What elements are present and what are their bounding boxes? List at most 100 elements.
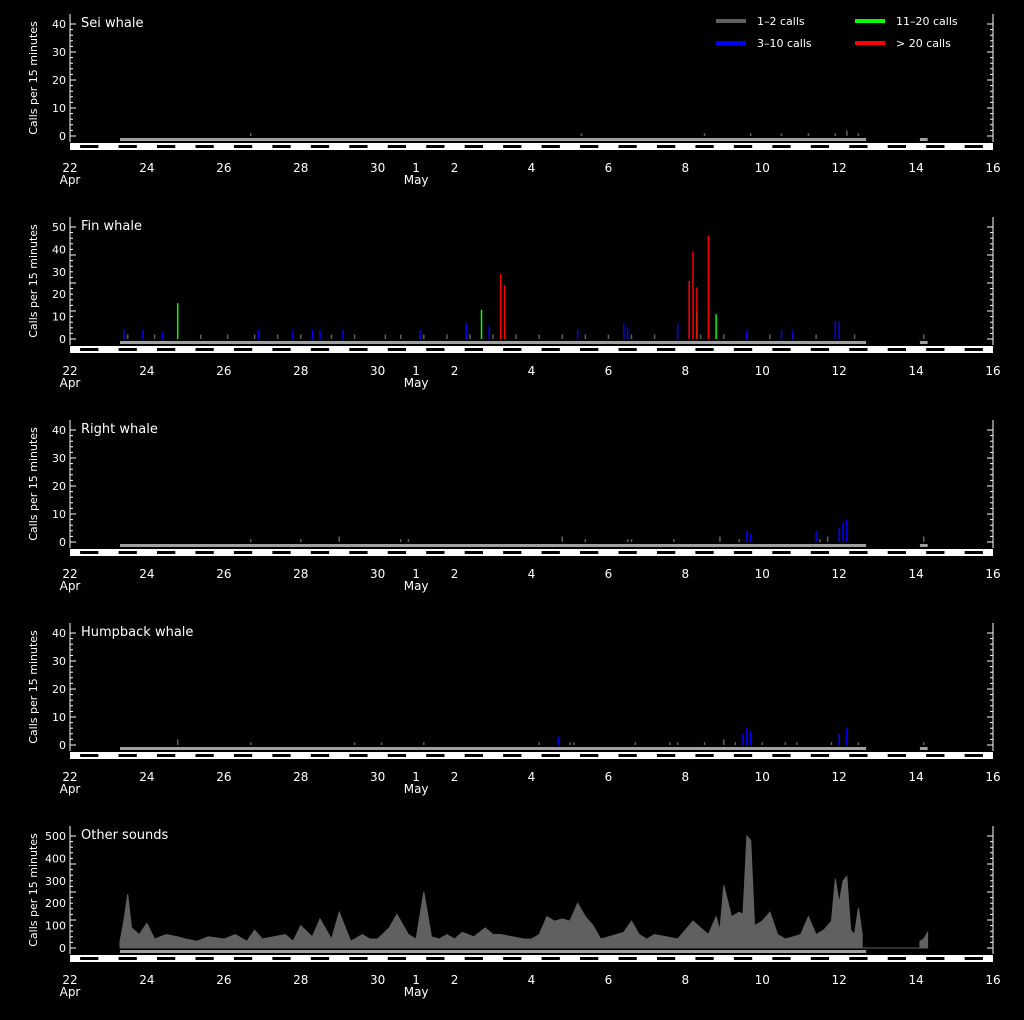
night-mark	[541, 957, 560, 960]
night-mark	[772, 754, 791, 757]
y-tick-label: 50	[52, 221, 66, 234]
night-mark	[387, 551, 407, 554]
x-tick-label: 16	[985, 770, 1000, 784]
x-tick-label: 24	[139, 364, 154, 378]
x-tick-label: 24	[139, 161, 154, 175]
night-mark	[272, 145, 291, 148]
x-tick-sublabel: Apr	[60, 782, 81, 796]
x-tick-label: 6	[605, 567, 613, 581]
day-strip	[70, 955, 993, 962]
night-mark	[926, 348, 945, 351]
night-mark	[272, 957, 291, 960]
x-tick-label: 14	[908, 364, 923, 378]
night-mark	[118, 957, 137, 960]
x-tick-label: 16	[985, 973, 1000, 987]
night-mark	[580, 957, 599, 960]
y-tick-label: 10	[52, 508, 66, 521]
x-tick-label: 8	[682, 973, 690, 987]
x-tick-label: 8	[682, 770, 690, 784]
night-mark	[810, 754, 830, 757]
x-tick-label: 22	[62, 973, 77, 987]
night-mark	[695, 957, 714, 960]
night-mark	[503, 145, 522, 148]
y-tick-label: 30	[52, 266, 66, 279]
y-tick-label: 40	[52, 424, 66, 437]
x-tick-label: 8	[682, 364, 690, 378]
night-mark	[849, 754, 868, 757]
x-tick-label: 26	[216, 770, 231, 784]
night-mark	[733, 145, 753, 148]
x-tick-label: 30	[370, 567, 385, 581]
x-tick-label: 28	[293, 161, 308, 175]
x-tick-label: 30	[370, 161, 385, 175]
night-mark	[964, 957, 983, 960]
night-mark	[157, 145, 176, 148]
y-tick-label: 10	[52, 311, 66, 324]
night-mark	[157, 754, 176, 757]
night-mark	[233, 145, 253, 148]
night-mark	[157, 957, 176, 960]
x-tick-label: 2	[451, 770, 459, 784]
panel-fin-whale: 0 10 20 30 40 50 Calls per 15 minutes Fin whale…	[27, 217, 1001, 390]
y-axis-label: Calls per 15 minutes	[27, 427, 40, 541]
night-mark	[464, 957, 483, 960]
legend: 1–2 calls 3–10 calls 11–20 calls > 20 calls	[716, 15, 958, 50]
x-tick-sublabel: May	[404, 579, 429, 593]
night-mark	[233, 551, 253, 554]
night-mark	[695, 145, 714, 148]
night-mark	[387, 145, 407, 148]
y-axis-label: Calls per 15 minutes	[27, 21, 40, 135]
night-mark	[157, 348, 176, 351]
night-mark	[195, 145, 214, 148]
x-tick-label: 14	[908, 770, 923, 784]
x-tick-label: 30	[370, 770, 385, 784]
night-mark	[849, 957, 868, 960]
night-mark	[118, 551, 137, 554]
night-mark	[964, 348, 983, 351]
x-tick-label: 1	[412, 770, 420, 784]
y-tick-label: 200	[45, 897, 66, 910]
legend-label: 1–2 calls	[757, 15, 805, 28]
y-axis-label: Calls per 15 minutes	[27, 630, 40, 744]
coverage-bar	[119, 341, 867, 344]
panel-title: Fin whale	[81, 219, 142, 234]
x-tick-label: 28	[293, 973, 308, 987]
y-tick-label: 100	[45, 920, 66, 933]
night-mark	[426, 551, 445, 554]
night-mark	[233, 348, 253, 351]
x-tick-label: 4	[528, 161, 536, 175]
x-tick-sublabel: Apr	[60, 376, 81, 390]
x-tick-label: 4	[528, 973, 536, 987]
x-tick-label: 26	[216, 973, 231, 987]
night-mark	[926, 754, 945, 757]
night-mark	[464, 145, 483, 148]
night-mark	[541, 754, 560, 757]
night-mark	[387, 754, 407, 757]
night-mark	[272, 551, 291, 554]
y-tick-label: 40	[52, 18, 66, 31]
night-mark	[810, 348, 830, 351]
night-mark	[964, 754, 983, 757]
x-tick-sublabel: May	[404, 782, 429, 796]
panel-right-whale: 0 10 20 30 40 Calls per 15 minutes Right whale…	[27, 420, 1001, 593]
night-mark	[887, 957, 906, 960]
night-mark	[695, 348, 714, 351]
x-tick-label: 1	[412, 161, 420, 175]
x-tick-sublabel: May	[404, 985, 429, 999]
night-mark	[656, 754, 676, 757]
night-mark	[349, 145, 368, 148]
x-tick-label: 22	[62, 364, 77, 378]
y-tick-label: 0	[59, 333, 66, 346]
night-mark	[310, 145, 330, 148]
panel-humpback-whale: 0 10 20 30 40 Calls per 15 minutes Humpback wh…	[27, 623, 1001, 796]
x-tick-label: 6	[605, 770, 613, 784]
night-mark	[772, 145, 791, 148]
night-mark	[349, 551, 368, 554]
night-mark	[503, 551, 522, 554]
night-mark	[118, 754, 137, 757]
night-mark	[80, 957, 99, 960]
night-mark	[887, 754, 906, 757]
night-mark	[618, 551, 637, 554]
x-tick-label: 10	[755, 567, 770, 581]
